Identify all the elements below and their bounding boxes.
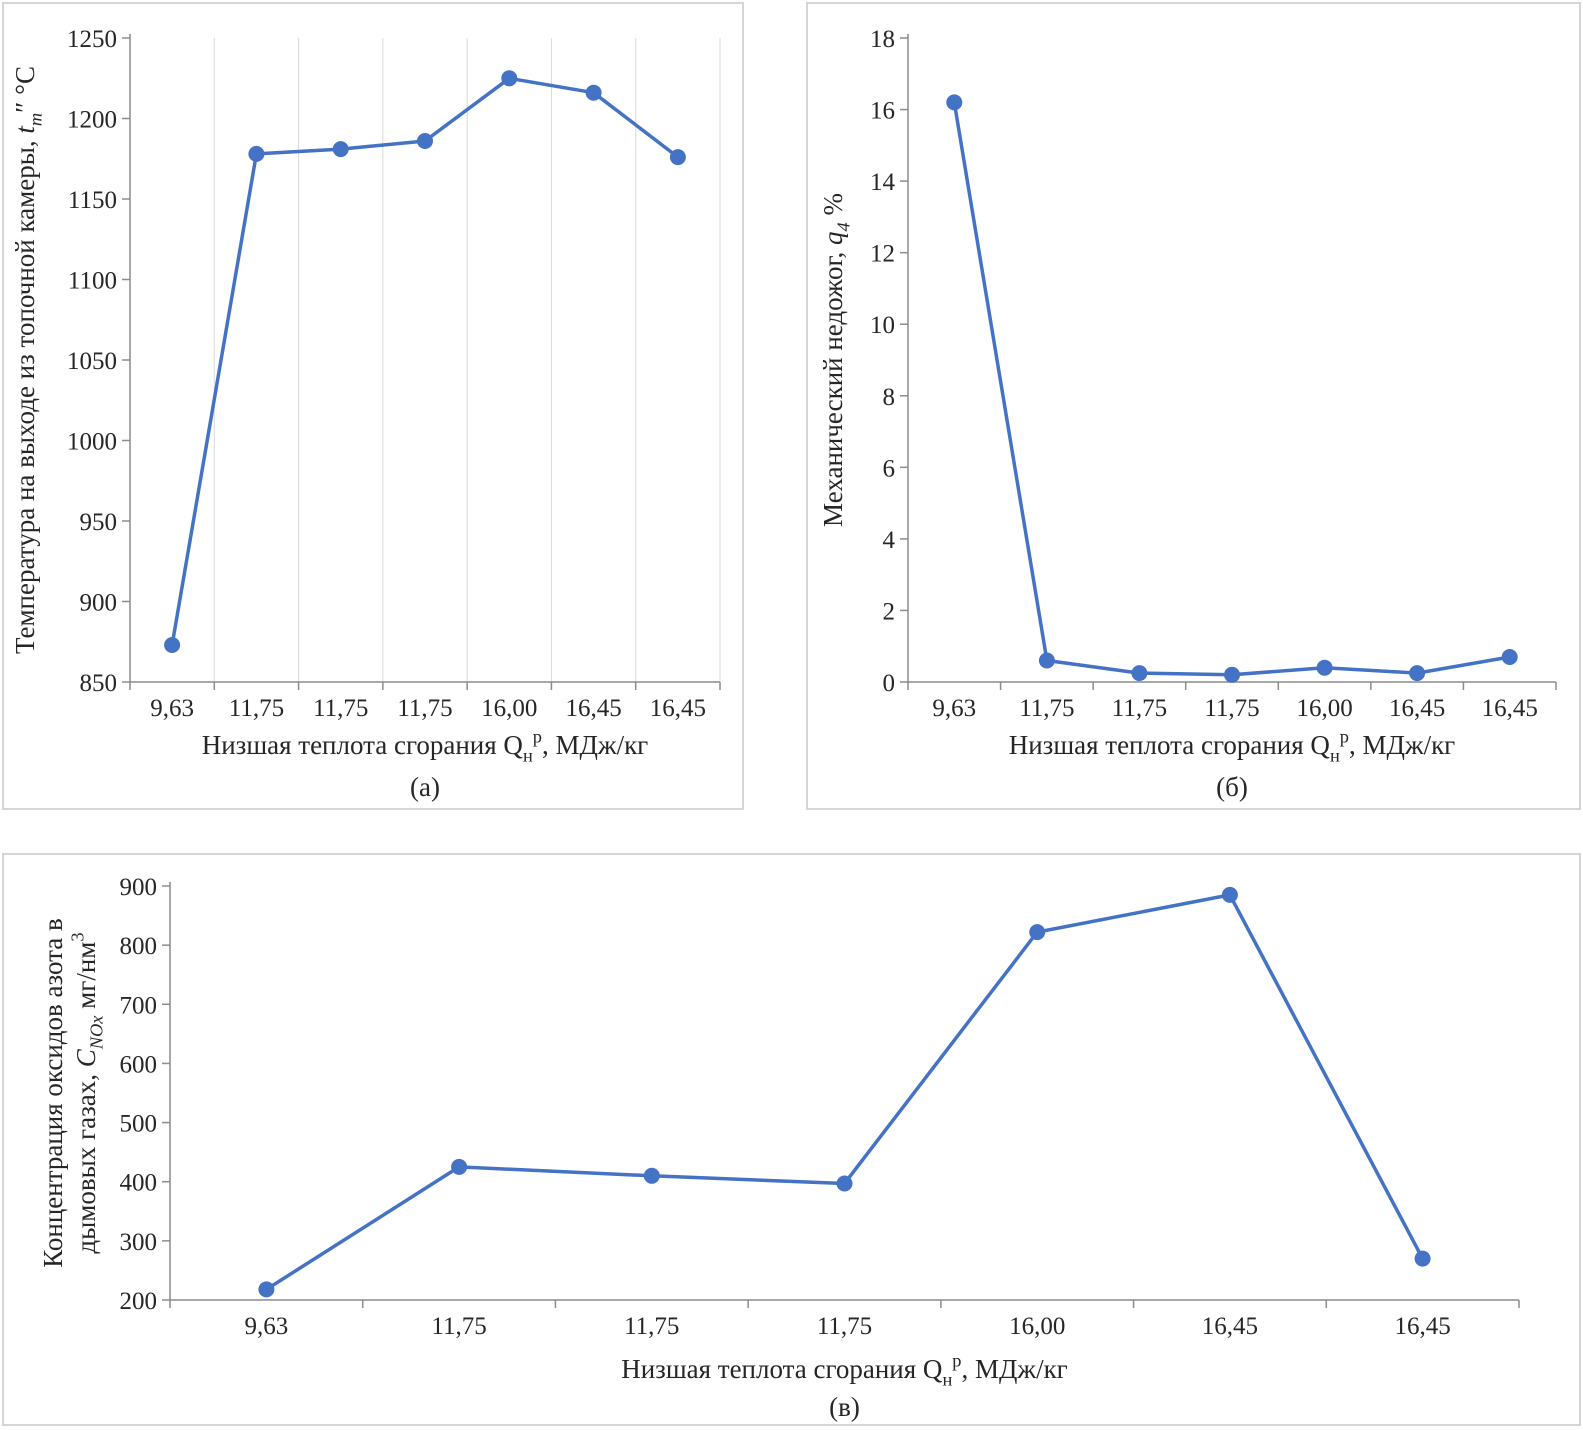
- y-tick-label: 1100: [68, 268, 117, 295]
- x-tick-label: 11,75: [1019, 695, 1074, 722]
- x-tick-label: 16,45: [565, 695, 621, 722]
- line-chart-v: 200 300 400 500 600 700 800 900 9,63 11,75 11,75 11…: [38, 874, 1520, 1422]
- data-point-marker: [1029, 924, 1046, 941]
- y-tick-label: 14: [870, 169, 896, 196]
- x-tick-label: 11,75: [313, 695, 368, 722]
- y-axis-title: Температура на выходе из топочной камеры…: [10, 66, 46, 654]
- x-tick-label: 11,75: [229, 695, 284, 722]
- data-point-marker: [258, 1281, 275, 1298]
- y-axis-title: дымовых газах, CNOx мг/нм3: [68, 932, 107, 1253]
- data-point-marker: [669, 149, 686, 166]
- x-tick-label: 11,75: [624, 1313, 679, 1340]
- y-tick-label: 500: [120, 1111, 158, 1138]
- data-point-marker: [1414, 1250, 1431, 1267]
- x-tick-label: 16,45: [1202, 1313, 1258, 1340]
- series-line: [170, 76, 680, 647]
- x-tick-label: 9,63: [932, 695, 976, 722]
- y-tick-label: 6: [883, 455, 896, 482]
- data-point-marker: [643, 1167, 660, 1184]
- y-tick-label: 400: [120, 1170, 158, 1197]
- y-axis-title: Концентрация оксидов азота в: [38, 918, 68, 1268]
- x-tick-label: 11,75: [817, 1313, 872, 1340]
- data-point-marker: [946, 94, 963, 111]
- y-tick-label: 200: [120, 1288, 158, 1315]
- series-line: [264, 893, 1425, 1292]
- data-point-marker: [836, 1175, 853, 1192]
- y-tick-label: 0: [883, 670, 896, 697]
- x-tick-label: 11,75: [397, 695, 452, 722]
- x-tick-label: 11,75: [1204, 695, 1259, 722]
- x-tick-label: 16,45: [1395, 1313, 1451, 1340]
- data-point-marker: [501, 70, 518, 87]
- data-point-marker: [1316, 659, 1333, 676]
- chart-caption: (в): [829, 1392, 860, 1422]
- data-point-marker: [1131, 665, 1148, 682]
- y-tick-label: 1050: [67, 348, 117, 375]
- x-tick-label: 9,63: [150, 695, 194, 722]
- line-chart-b: 0 2 4 6 8 10 12 14 16 18 9,63 11,75 11,75 11,75 16,00 1…: [818, 26, 1557, 802]
- x-tick-label: 16,45: [1482, 695, 1538, 722]
- chart-caption: (а): [410, 772, 440, 802]
- y-tick-label: 2: [883, 598, 896, 625]
- y-tick-label: 12: [870, 241, 895, 268]
- x-tick-label: 9,63: [244, 1313, 288, 1340]
- y-tick-label: 16: [870, 98, 895, 125]
- data-point-marker: [164, 637, 181, 653]
- data-point-marker: [248, 145, 265, 162]
- x-tick-label: 11,75: [431, 1313, 486, 1340]
- y-tick-label: 300: [120, 1229, 158, 1256]
- panel-chart-a: 850 900 950 1000 1050 1100 1150 1200 1250 9,63 11,…: [2, 2, 744, 810]
- x-tick-label: 16,45: [1389, 695, 1445, 722]
- chart-caption: (б): [1216, 772, 1248, 802]
- y-tick-label: 700: [120, 992, 158, 1019]
- data-point-marker: [451, 1158, 468, 1175]
- y-tick-label: 18: [870, 26, 895, 53]
- line-chart-a: 850 900 950 1000 1050 1100 1150 1200 1250 9,63 11,…: [10, 26, 721, 802]
- x-tick-label: 16,00: [481, 695, 537, 722]
- y-tick-label: 600: [120, 1051, 158, 1078]
- y-tick-label: 10: [870, 312, 895, 339]
- data-point-marker: [332, 141, 349, 158]
- data-point-marker: [417, 133, 433, 149]
- y-axis-title: Механический недожог, q4 %: [818, 193, 854, 527]
- y-tick-label: 900: [120, 874, 158, 901]
- y-tick-label: 850: [80, 670, 118, 697]
- data-point-marker: [1221, 886, 1238, 903]
- panel-chart-v: 200 300 400 500 600 700 800 900 9,63 11,75 11,75 11…: [2, 853, 1581, 1426]
- y-tick-label: 1000: [67, 429, 117, 456]
- y-tick-label: 4: [883, 527, 896, 554]
- data-point-marker: [1409, 665, 1426, 682]
- x-tick-label: 11,75: [1112, 695, 1167, 722]
- x-tick-label: 16,00: [1296, 695, 1352, 722]
- data-point-marker: [585, 84, 602, 101]
- x-axis-title: Низшая теплота сгорания Qнр, МДж/кг: [1009, 727, 1456, 766]
- data-point-marker: [1038, 652, 1055, 669]
- x-tick-label: 16,45: [650, 695, 706, 722]
- y-tick-label: 8: [883, 384, 896, 411]
- x-axis-title: Низшая теплота сгорания Qнр, МДж/кг: [202, 727, 649, 766]
- y-tick-label: 1150: [68, 187, 117, 214]
- y-tick-label: 1200: [67, 107, 117, 134]
- y-tick-label: 950: [80, 509, 118, 536]
- panel-chart-b: 0 2 4 6 8 10 12 14 16 18 9,63 11,75 11,75 11,75 16,00 1…: [806, 2, 1581, 810]
- data-point-marker: [1224, 666, 1240, 683]
- y-tick-label: 900: [80, 590, 118, 617]
- y-tick-label: 800: [120, 933, 158, 960]
- x-tick-label: 16,00: [1009, 1313, 1065, 1340]
- x-axis-title: Низшая теплота сгорания Qнр, МДж/кг: [621, 1351, 1068, 1390]
- data-point-marker: [1501, 649, 1518, 665]
- y-tick-label: 1250: [67, 26, 117, 53]
- series-line: [952, 100, 1512, 677]
